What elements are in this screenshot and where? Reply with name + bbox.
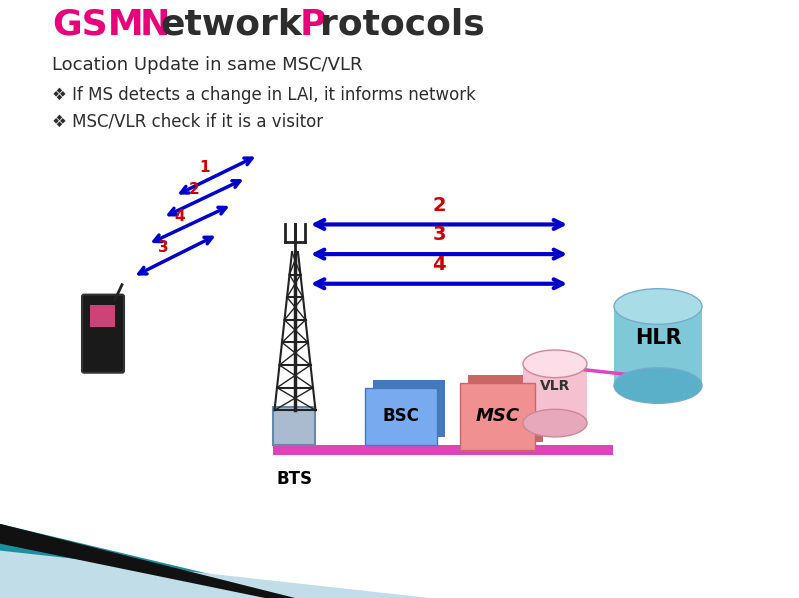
Text: 3: 3 bbox=[432, 225, 446, 244]
FancyBboxPatch shape bbox=[373, 380, 445, 437]
Polygon shape bbox=[0, 524, 295, 598]
Text: etwork: etwork bbox=[160, 8, 302, 42]
FancyBboxPatch shape bbox=[523, 364, 587, 423]
Text: GSM: GSM bbox=[52, 8, 144, 42]
Text: rotocols: rotocols bbox=[320, 8, 485, 42]
Text: ❖ If MS detects a change in LAI, it informs network: ❖ If MS detects a change in LAI, it info… bbox=[52, 86, 476, 104]
Text: 3: 3 bbox=[158, 240, 169, 255]
FancyBboxPatch shape bbox=[460, 383, 535, 450]
Ellipse shape bbox=[523, 409, 587, 437]
Ellipse shape bbox=[614, 289, 702, 324]
Text: VLR: VLR bbox=[540, 379, 570, 392]
Text: N: N bbox=[140, 8, 170, 42]
FancyBboxPatch shape bbox=[468, 375, 543, 442]
FancyBboxPatch shape bbox=[614, 307, 702, 386]
Text: 4: 4 bbox=[432, 255, 446, 274]
Text: P: P bbox=[300, 8, 327, 42]
FancyBboxPatch shape bbox=[365, 388, 437, 445]
FancyBboxPatch shape bbox=[82, 295, 124, 373]
FancyBboxPatch shape bbox=[273, 407, 315, 445]
Text: BTS: BTS bbox=[277, 469, 313, 487]
Text: 2: 2 bbox=[189, 182, 200, 197]
Text: 4: 4 bbox=[175, 209, 185, 224]
Text: BSC: BSC bbox=[383, 407, 419, 425]
FancyBboxPatch shape bbox=[273, 445, 613, 454]
Ellipse shape bbox=[523, 350, 587, 377]
Text: Location Update in same MSC/VLR: Location Update in same MSC/VLR bbox=[52, 56, 363, 74]
Text: 2: 2 bbox=[432, 196, 446, 215]
Text: HLR: HLR bbox=[634, 328, 682, 348]
Polygon shape bbox=[0, 524, 310, 598]
Text: ❖ MSC/VLR check if it is a visitor: ❖ MSC/VLR check if it is a visitor bbox=[52, 112, 323, 130]
Polygon shape bbox=[0, 551, 430, 598]
Text: MSC: MSC bbox=[475, 407, 519, 425]
Text: 1: 1 bbox=[199, 160, 210, 175]
Ellipse shape bbox=[614, 368, 702, 403]
FancyBboxPatch shape bbox=[90, 306, 115, 327]
